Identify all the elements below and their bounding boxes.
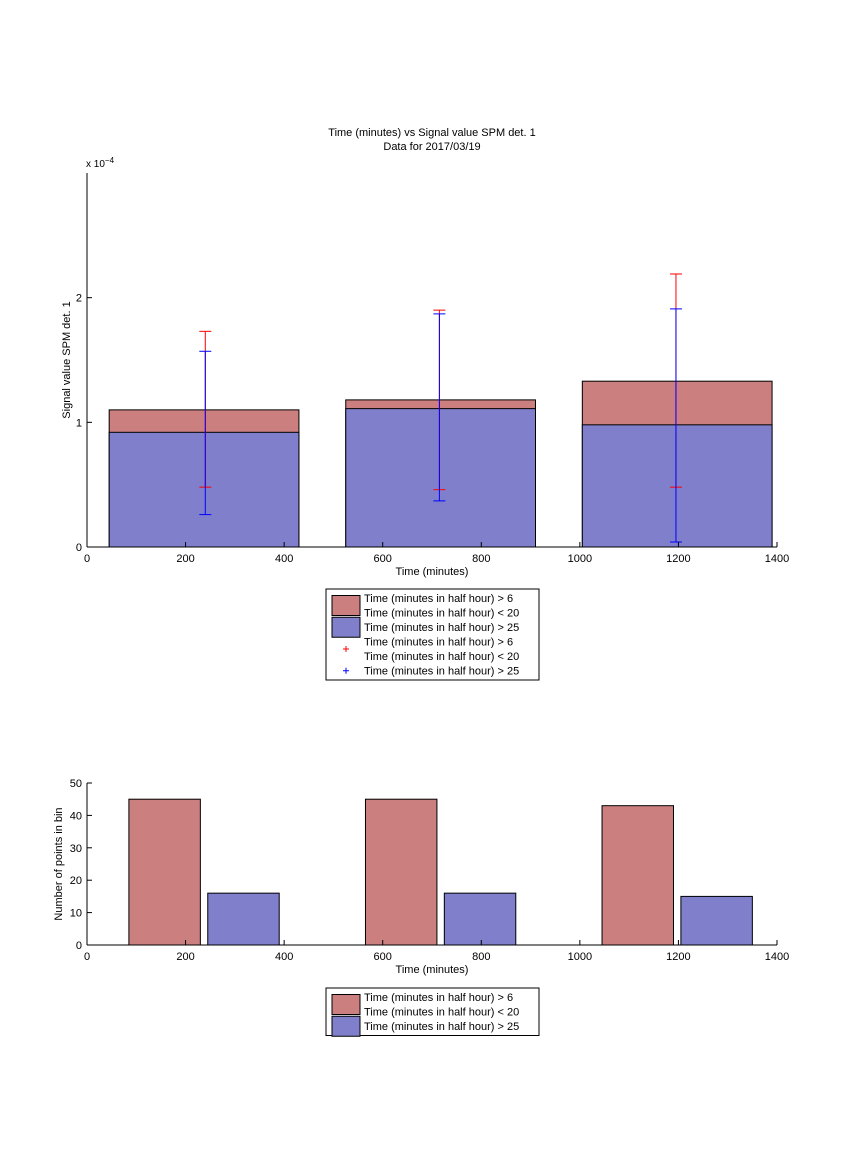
bar — [345, 408, 536, 548]
legend-entry-label: Time (minutes in half hour) > 25 — [364, 622, 519, 634]
y-tick-label: 30 — [70, 843, 82, 855]
y-axis-label: Number of points in bin — [53, 807, 65, 920]
y-exponent-label: x 10−4 — [86, 156, 115, 170]
y-tick-label: 40 — [70, 810, 82, 822]
legend-marker — [343, 646, 349, 652]
legend-swatch — [331, 1015, 361, 1037]
x-axis-label: Time (minutes) — [396, 566, 469, 578]
x-tick-label: 0 — [84, 951, 90, 963]
x-tick-label: 1200 — [666, 553, 690, 565]
y-tick-label: 0 — [76, 542, 82, 554]
x-tick-label: 1000 — [568, 553, 592, 565]
x-tick-label: 800 — [472, 553, 490, 565]
legend-swatch — [331, 994, 361, 1015]
y-tick-label: 50 — [70, 778, 82, 790]
legend-entry-label: Time (minutes in half hour) > 6 — [364, 593, 513, 605]
legend-swatch — [331, 595, 361, 616]
x-tick-label: 1200 — [666, 951, 690, 963]
y-tick-label: 1 — [76, 417, 82, 429]
bar — [207, 892, 280, 946]
x-tick-label: 1000 — [568, 951, 592, 963]
legend-swatch — [331, 616, 361, 638]
legend-entry-label: Time (minutes in half hour) < 20 — [364, 608, 519, 620]
x-tick-label: 400 — [275, 553, 293, 565]
bar — [128, 798, 201, 946]
bar — [108, 431, 300, 548]
x-tick-label: 1400 — [765, 951, 789, 963]
x-tick-label: 600 — [374, 553, 392, 565]
bar — [601, 805, 674, 946]
y-axis-label: Signal value SPM det. 1 — [61, 301, 73, 418]
y-tick-label: 2 — [76, 293, 82, 305]
bar — [443, 892, 517, 946]
chart-subtitle: Data for 2017/03/19 — [383, 141, 480, 153]
x-tick-label: 1400 — [765, 553, 789, 565]
y-tick-label: 10 — [70, 908, 82, 920]
signal-chart: Time (minutes) vs Signal value SPM det. … — [61, 127, 789, 681]
x-axis-label: Time (minutes) — [396, 964, 469, 976]
bar — [680, 895, 753, 946]
legend-box — [325, 987, 540, 1036]
bar — [364, 798, 438, 946]
x-tick-label: 800 — [472, 951, 490, 963]
legend-entry-label: Time (minutes in half hour) > 6 — [364, 637, 513, 649]
legend-entry-label: Time (minutes in half hour) > 25 — [364, 1021, 519, 1033]
bar — [581, 424, 773, 548]
legend-entry-label: Time (minutes in half hour) > 25 — [364, 666, 519, 678]
y-tick-label: 0 — [76, 940, 82, 952]
legend-entry-label: Time (minutes in half hour) < 20 — [364, 1007, 519, 1019]
x-tick-label: 200 — [176, 553, 194, 565]
x-tick-label: 0 — [84, 553, 90, 565]
legend-box — [325, 588, 540, 681]
legend-entry-label: Time (minutes in half hour) < 20 — [364, 651, 519, 663]
count-chart: Time (minutes) Number of points in bin 0… — [53, 778, 789, 1037]
x-tick-label: 600 — [374, 951, 392, 963]
legend-marker — [343, 667, 349, 674]
x-tick-label: 400 — [275, 951, 293, 963]
y-exponent: −4 — [105, 156, 115, 165]
chart-title: Time (minutes) vs Signal value SPM det. … — [328, 127, 535, 139]
y-tick-label: 20 — [70, 875, 82, 887]
legend-entry-label: Time (minutes in half hour) > 6 — [364, 992, 513, 1004]
x-tick-label: 200 — [176, 951, 194, 963]
